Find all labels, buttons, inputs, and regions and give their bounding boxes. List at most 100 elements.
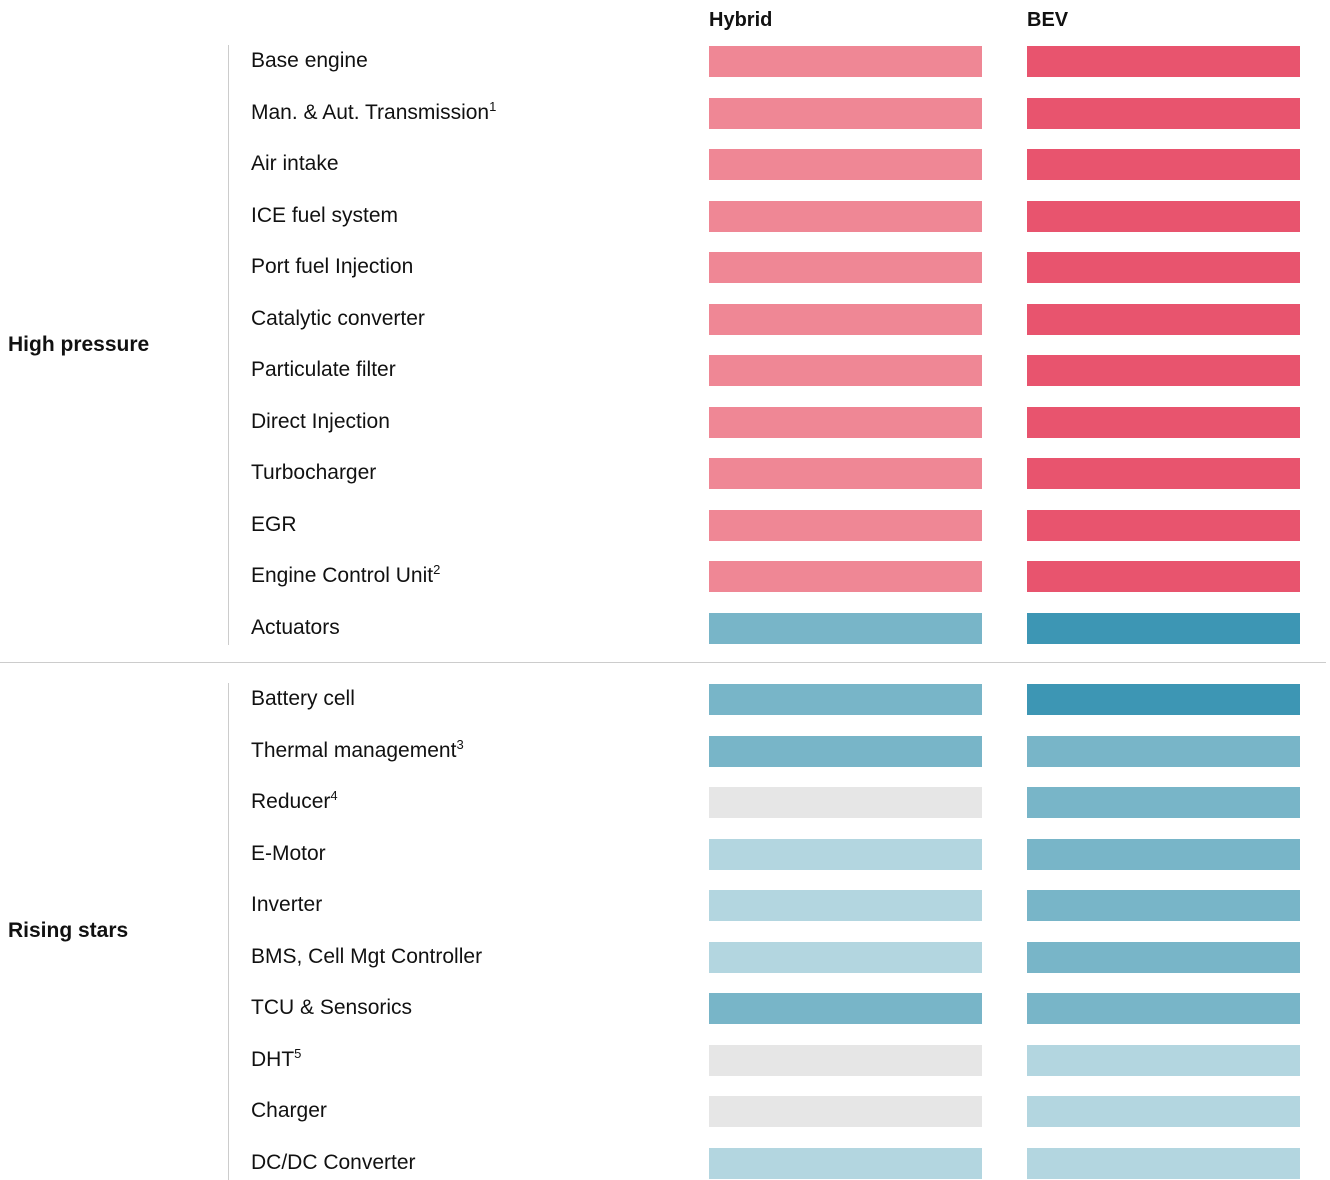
cell [1027, 509, 1300, 541]
cell [709, 1096, 982, 1127]
cell [1027, 941, 1300, 973]
cell [1027, 993, 1300, 1024]
row-label: TCU & Sensorics [251, 995, 412, 1021]
cell [709, 46, 982, 77]
column-header: Hybrid [709, 9, 773, 31]
cell [1027, 252, 1300, 283]
group-label: Rising stars [8, 919, 129, 943]
row-label: DHT5 [251, 1047, 301, 1073]
cell [709, 941, 982, 973]
cell [709, 684, 982, 715]
label-text: Actuators [251, 615, 340, 639]
cell [709, 97, 982, 129]
row-label: Actuators [251, 615, 340, 641]
row-label: Turbocharger [251, 460, 376, 486]
cell [1027, 612, 1300, 644]
row-label: DC/DC Converter [251, 1150, 416, 1176]
label-text: Turbocharger [251, 461, 377, 484]
cell [709, 1147, 982, 1179]
label-text: Reducer [251, 790, 331, 813]
row-label: Port fuel Injection [251, 254, 413, 280]
row-label: Air intake [251, 151, 339, 177]
row-label: Charger [251, 1098, 327, 1124]
row-label: Man. & Aut. Transmission1 [251, 100, 496, 126]
footnote-mark: 2 [433, 562, 441, 577]
label-text: Battery cell [251, 687, 355, 710]
cell [1027, 46, 1300, 77]
cell [1027, 149, 1300, 180]
cell [709, 890, 982, 921]
label-text: E-Motor [251, 841, 326, 865]
label-text: BMS, Cell Mgt Controller [251, 944, 483, 968]
cell [1027, 200, 1300, 232]
cell [1027, 355, 1300, 386]
cell [709, 787, 982, 818]
row-label: BMS, Cell Mgt Controller [251, 944, 482, 970]
label-text: Engine Control Unit [251, 564, 434, 587]
cell [1027, 1147, 1300, 1179]
label-text: Port fuel Injection [251, 255, 414, 278]
group-divider [228, 683, 229, 1180]
cell [1027, 303, 1300, 335]
label-text: ICE fuel system [251, 203, 399, 227]
cell [709, 509, 982, 541]
cell [709, 355, 982, 386]
group-divider [228, 45, 229, 645]
cell [1027, 561, 1300, 592]
cell [709, 1044, 982, 1076]
row-label: E-Motor [251, 841, 326, 867]
cell [709, 612, 982, 644]
cell [1027, 1044, 1300, 1076]
label-text: Inverter [251, 893, 323, 916]
cell [1027, 1096, 1300, 1127]
row-label: Base engine [251, 48, 368, 74]
row-label: EGR [251, 512, 297, 538]
cell [1027, 97, 1300, 129]
label-text: Particulate filter [251, 358, 396, 381]
label-text: DC/DC Converter [251, 1150, 416, 1174]
cell [709, 735, 982, 767]
label-text: Base engine [251, 49, 368, 72]
footnote-mark: 4 [330, 788, 338, 803]
row-label: Catalytic converter [251, 306, 425, 332]
cell [709, 303, 982, 335]
separator [0, 662, 1326, 663]
row-label: ICE fuel system [251, 203, 398, 229]
label-text: EGR [251, 512, 297, 536]
row-label: Particulate filter [251, 357, 396, 383]
cell [709, 458, 982, 489]
footnote-mark: 5 [294, 1045, 302, 1061]
label-text: Air intake [251, 152, 339, 175]
footnote-mark: 3 [456, 736, 464, 752]
label-text: Man. & Aut. Transmission [251, 100, 490, 124]
label-text: Direct Injection [251, 409, 390, 433]
label-text: DHT [251, 1047, 295, 1071]
cell [709, 838, 982, 870]
label-text: TCU & Sensorics [251, 996, 413, 1019]
row-label: Thermal management3 [251, 738, 464, 764]
cell [1027, 684, 1300, 715]
cell [709, 149, 982, 180]
footnote-mark: 1 [489, 98, 497, 114]
cell [709, 561, 982, 592]
group-label: High pressure [8, 332, 150, 356]
row-label: Reducer4 [251, 789, 338, 815]
label-text: Charger [251, 1099, 327, 1122]
column-header: BEV [1027, 9, 1069, 31]
cell [1027, 787, 1300, 818]
row-label: Direct Injection [251, 409, 390, 435]
cell [709, 200, 982, 232]
cell [1027, 735, 1300, 767]
row-label: Inverter [251, 892, 322, 918]
row-label: Battery cell [251, 686, 355, 712]
cell [1027, 458, 1300, 489]
cell [709, 993, 982, 1024]
cell [709, 252, 982, 283]
row-label: Engine Control Unit2 [251, 563, 440, 589]
label-text: Catalytic converter [251, 306, 425, 330]
cell [709, 406, 982, 438]
cell [1027, 406, 1300, 438]
cell [1027, 890, 1300, 921]
cell [1027, 838, 1300, 870]
